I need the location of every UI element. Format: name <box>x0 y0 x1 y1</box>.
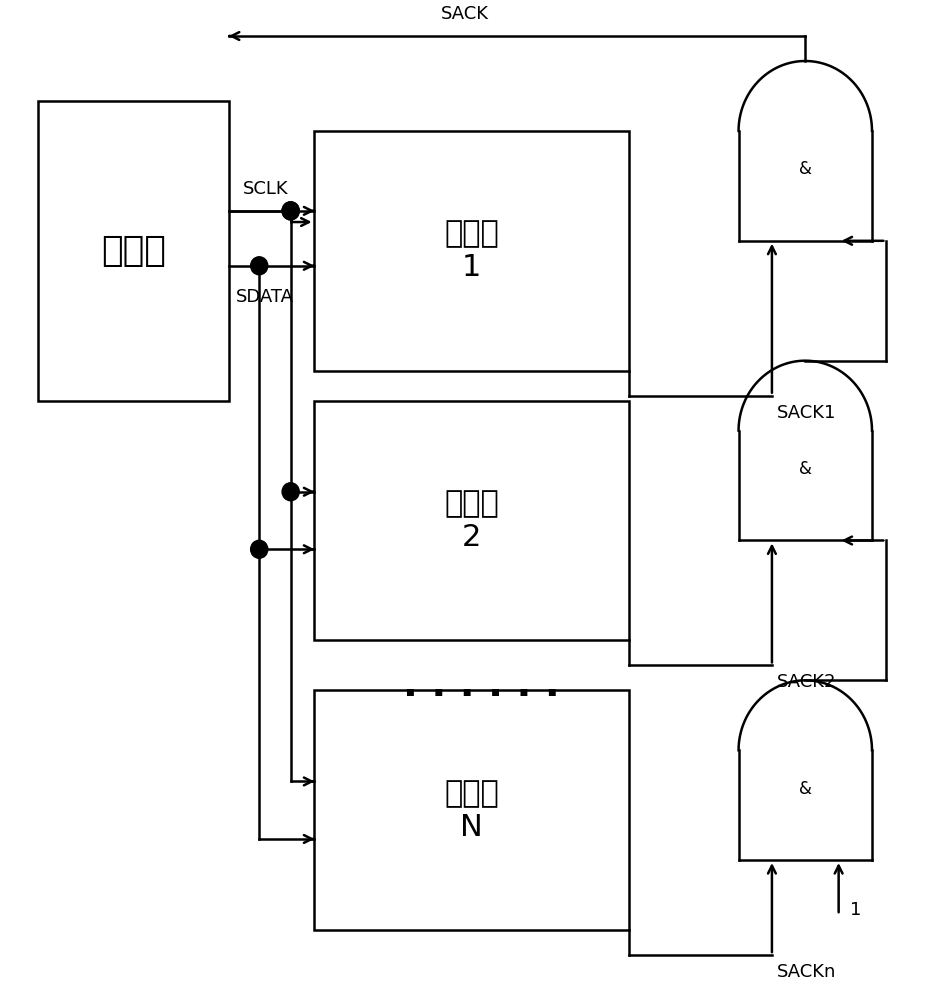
Text: SDATA: SDATA <box>236 288 294 306</box>
Text: 1: 1 <box>849 901 861 919</box>
Circle shape <box>282 202 299 220</box>
Bar <box>314 401 628 640</box>
Text: SCLK: SCLK <box>243 180 288 198</box>
Text: 从设备
2: 从设备 2 <box>444 489 499 552</box>
Bar <box>38 101 228 401</box>
Text: SACK2: SACK2 <box>776 673 835 691</box>
Bar <box>314 131 628 371</box>
Text: SACKn: SACKn <box>776 963 835 981</box>
Text: &: & <box>798 460 811 478</box>
Text: &: & <box>798 780 811 798</box>
Text: · · · · · ·: · · · · · · <box>403 676 559 714</box>
Text: 从设备
N: 从设备 N <box>444 779 499 842</box>
Text: SACK: SACK <box>441 5 488 23</box>
Circle shape <box>250 540 268 558</box>
Bar <box>314 690 628 930</box>
Text: 从设备
1: 从设备 1 <box>444 219 499 282</box>
Text: &: & <box>798 160 811 178</box>
Text: SACK1: SACK1 <box>776 404 835 422</box>
Circle shape <box>250 257 268 275</box>
Circle shape <box>282 483 299 501</box>
Circle shape <box>282 202 299 220</box>
Text: 主设备: 主设备 <box>101 234 166 268</box>
